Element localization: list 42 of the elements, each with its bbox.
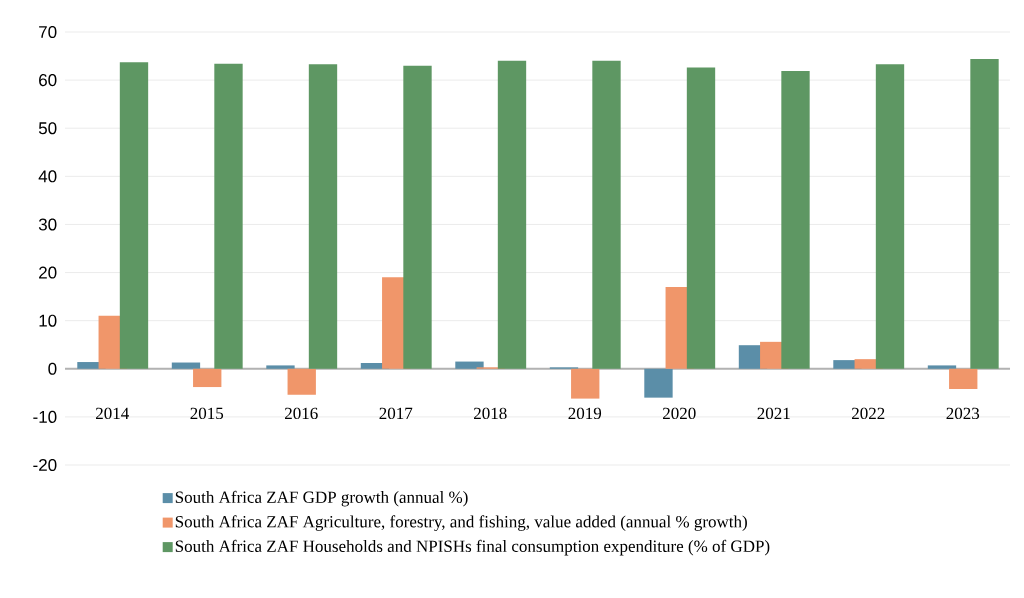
y-tick-label: 60 xyxy=(39,74,57,87)
bar xyxy=(171,362,201,369)
bar xyxy=(308,64,338,369)
y-tick-label: -10 xyxy=(33,410,57,423)
bar xyxy=(455,361,484,369)
legend-label: South Africa ZAF Households and NPISHs final consumption expenditure (% of GDP) xyxy=(175,539,770,556)
bar xyxy=(970,58,999,369)
bar xyxy=(193,368,222,388)
bar xyxy=(403,65,432,369)
y-tick-label: 20 xyxy=(39,266,57,279)
bar xyxy=(571,368,600,399)
bar xyxy=(875,64,905,369)
bar xyxy=(287,368,316,395)
bar xyxy=(949,368,978,389)
x-tick-label: 2016 xyxy=(285,407,318,420)
x-tick-label: 2014 xyxy=(96,407,129,420)
bar xyxy=(781,70,810,369)
x-tick-label: 2021 xyxy=(757,407,790,420)
bar xyxy=(214,63,243,369)
bar xyxy=(592,60,621,369)
legend-label: South Africa ZAF GDP growth (annual %) xyxy=(175,490,468,507)
x-tick-label: 2015 xyxy=(190,407,224,420)
y-tick-label: 50 xyxy=(38,122,57,135)
y-tick-label: 0 xyxy=(48,362,57,375)
bar xyxy=(497,60,527,369)
bar xyxy=(266,365,295,369)
bar xyxy=(119,62,149,369)
bar xyxy=(644,368,673,398)
x-tick-label: 2020 xyxy=(663,407,696,420)
legend-label: South Africa ZAF Agriculture, forestry, and fishing, value added (annual % growth) xyxy=(175,515,747,531)
y-tick-label: 10 xyxy=(39,314,57,327)
x-tick-label: 2019 xyxy=(568,407,602,420)
x-tick-label: 2023 xyxy=(946,407,980,420)
bar xyxy=(927,365,957,369)
y-tick-label: 40 xyxy=(38,170,57,183)
bar xyxy=(686,67,716,369)
y-tick-label: 30 xyxy=(38,218,57,231)
x-tick-label: 2022 xyxy=(852,407,885,420)
y-tick-label: -20 xyxy=(33,458,57,472)
x-tick-label: 2018 xyxy=(474,407,507,420)
y-tick-label: 70 xyxy=(39,25,57,39)
x-tick-label: 2017 xyxy=(379,407,413,420)
